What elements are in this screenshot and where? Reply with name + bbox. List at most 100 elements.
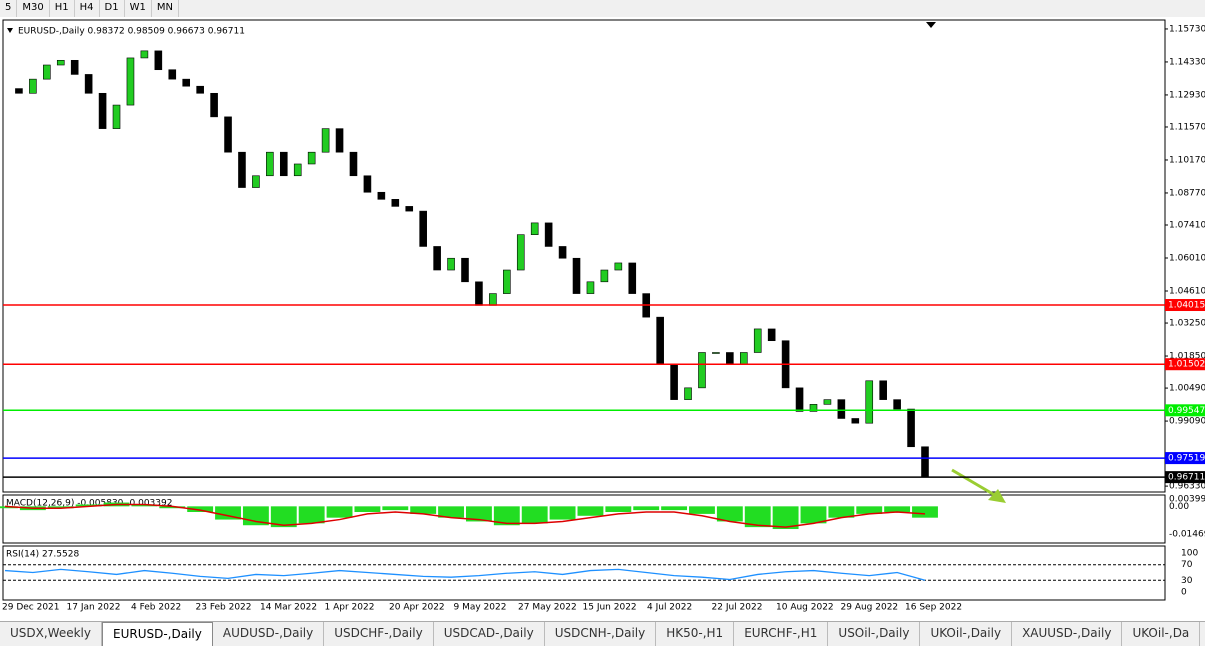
macd-bar: [131, 504, 158, 507]
candle: [739, 352, 748, 365]
macd-bar: [744, 506, 771, 528]
x-tick-label: 14 Mar 2022: [260, 603, 317, 613]
timeframe-button[interactable]: MN: [152, 0, 179, 17]
macd-bar: [410, 506, 437, 514]
macd-bar: [298, 506, 325, 524]
y-tick-label: 0.99090: [1169, 417, 1205, 427]
rsi-tick-label: 0: [1181, 588, 1187, 598]
candle: [182, 78, 191, 87]
candle: [154, 50, 163, 71]
macd-bar: [856, 506, 883, 514]
candle: [921, 446, 929, 478]
arrow-shaft: [951, 468, 999, 499]
candle: [767, 328, 776, 342]
macd-bar: [75, 504, 102, 507]
macd-bar: [716, 506, 743, 522]
timeframe-button[interactable]: H4: [75, 0, 100, 17]
level-tag: [1165, 452, 1205, 465]
chart-tab[interactable]: XAUUSD-,Daily: [1012, 622, 1123, 646]
main-panel: [2, 19, 1166, 493]
arrow-head: [988, 489, 1006, 503]
candle: [572, 257, 581, 294]
y-tick-label: 1.11570: [1169, 122, 1205, 132]
y-tick-label: 1.15730: [1169, 24, 1205, 34]
candle: [712, 352, 720, 354]
chart-tab[interactable]: EURCHF-,H1: [734, 622, 829, 646]
macd-tick-label: -0.01469: [1169, 530, 1205, 540]
x-tick-label: 22 Jul 2022: [712, 603, 763, 613]
candle: [266, 151, 274, 177]
candle: [600, 269, 609, 283]
candle: [907, 408, 915, 448]
candle: [656, 316, 664, 365]
candle: [558, 246, 567, 259]
candle: [684, 387, 692, 400]
macd-bar: [661, 506, 688, 511]
y-tick-label: 1.07410: [1169, 221, 1205, 231]
macd-bar: [187, 506, 214, 513]
chart-tab[interactable]: UKOil-,Da: [1122, 622, 1201, 646]
macd-bar: [549, 506, 576, 520]
rsi-line: [4, 568, 926, 581]
candle: [112, 104, 121, 129]
x-tick-label: 9 May 2022: [454, 603, 507, 613]
candle: [363, 175, 372, 193]
chart-tab[interactable]: UKOil-,Daily: [920, 622, 1013, 646]
chart-tab[interactable]: AUDUSD-,Daily: [213, 622, 325, 646]
candle: [614, 262, 623, 271]
timeframe-button[interactable]: 5: [0, 0, 18, 17]
chart-tab[interactable]: HK50-,H1: [656, 622, 735, 646]
candle: [461, 257, 469, 283]
macd-signal: [4, 503, 926, 528]
rsi-tick-label: 30: [1181, 576, 1193, 586]
x-tick-label: 23 Feb 2022: [196, 603, 252, 613]
timeframe-button[interactable]: M30: [17, 0, 50, 17]
chart-tab[interactable]: USDCAD-,Daily: [434, 622, 545, 646]
candle: [586, 281, 595, 294]
macd-bar: [521, 506, 548, 524]
candle: [349, 151, 358, 177]
candle: [893, 399, 901, 410]
candle: [252, 175, 260, 188]
candle: [377, 191, 386, 200]
candle: [837, 399, 846, 419]
candle: [70, 59, 79, 75]
chart-tab[interactable]: USDCHF-,Daily: [324, 622, 434, 646]
candle: [475, 281, 483, 306]
y-tick-label: 1.04610: [1169, 286, 1205, 296]
macd-bar: [493, 506, 520, 526]
candle: [335, 128, 344, 153]
chart-tab[interactable]: USOil-,Daily: [828, 622, 921, 646]
chart: EURUSD-,Daily 0.98372 0.98509 0.96673 0.…: [0, 17, 1205, 621]
macd-bar: [382, 506, 409, 511]
chart-tab[interactable]: USDCNH-,Daily: [545, 622, 657, 646]
macd-bar: [633, 506, 660, 511]
candle: [419, 210, 427, 247]
chart-tab[interactable]: EURUSD-,Daily: [102, 622, 213, 646]
x-tick-label: 4 Feb 2022: [131, 603, 181, 613]
level-label: 0.99547: [1168, 406, 1205, 416]
x-tick-label: 16 Sep 2022: [905, 603, 962, 613]
rsi-tick-label: 100: [1181, 549, 1198, 559]
timeframe-button[interactable]: H1: [50, 0, 75, 17]
macd-panel: [2, 494, 1166, 544]
macd-header: MACD(12,26,9) -0.005830 -0.003392: [6, 499, 172, 509]
candle: [293, 163, 302, 177]
macd-bar: [884, 506, 911, 513]
background: [0, 17, 1205, 621]
y-tick-label: 1.00490: [1169, 384, 1205, 394]
macd-bar: [772, 506, 799, 530]
timeframe-button[interactable]: D1: [100, 0, 125, 17]
candle: [196, 85, 204, 94]
chart-tab[interactable]: USDX,Weekly: [0, 622, 102, 646]
candle: [29, 78, 37, 94]
timeframe-button[interactable]: W1: [125, 0, 152, 17]
y-tick-label: 1.06010: [1169, 254, 1205, 264]
macd-bar: [326, 506, 353, 518]
macd-bar: [800, 506, 827, 524]
candle: [210, 92, 218, 118]
chart-header: EURUSD-,Daily 0.98372 0.98509 0.96673 0.…: [18, 27, 245, 37]
x-tick-label: 20 Apr 2022: [389, 603, 445, 613]
candle: [307, 151, 316, 165]
candle: [489, 293, 497, 306]
